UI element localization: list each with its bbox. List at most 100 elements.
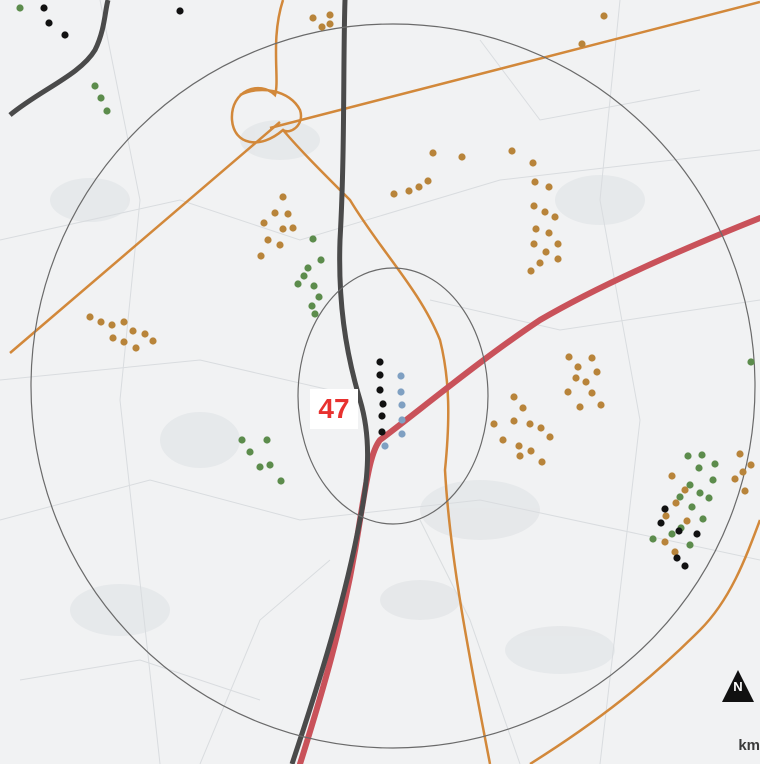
motorway-gray [337, 0, 371, 523]
wind-turbine-marker [176, 7, 184, 15]
wind-turbine-marker [129, 327, 137, 335]
wind-turbine-marker [276, 241, 284, 249]
wind-turbine-marker [747, 461, 755, 469]
wind-turbine-marker [378, 428, 386, 436]
wind-turbine-marker [675, 527, 683, 535]
wind-turbine-marker [684, 452, 692, 460]
wind-turbine-marker [545, 183, 553, 191]
wind-turbine-marker [686, 541, 694, 549]
wind-turbine-marker [294, 280, 302, 288]
wind-turbine-marker [705, 494, 713, 502]
wind-turbine-marker [530, 202, 538, 210]
wind-turbine-marker [91, 82, 99, 90]
wind-turbine-marker [415, 183, 423, 191]
road-diagonal-west [9, 121, 281, 354]
wind-turbine-marker [279, 225, 287, 233]
wind-turbine-marker [526, 420, 534, 428]
secondary-roads [9, 0, 760, 764]
wind-turbine-marker [551, 213, 559, 221]
wind-turbine-marker [318, 23, 326, 31]
wind-turbine-marker [149, 337, 157, 345]
wind-turbine-marker [519, 404, 527, 412]
wind-turbine-marker [739, 468, 747, 476]
wind-turbine-marker [132, 344, 140, 352]
wind-turbine-marker [554, 255, 562, 263]
wind-turbine-marker [376, 386, 384, 394]
wind-turbine-marker [593, 368, 601, 376]
north-label: N [733, 679, 743, 694]
wind-turbine-marker [260, 219, 268, 227]
wind-turbine-marker [536, 259, 544, 267]
wind-turbine-marker [317, 256, 325, 264]
wind-turbine-marker [699, 515, 707, 523]
inner-distance-ring [297, 267, 489, 525]
wind-turbine-marker [398, 401, 406, 409]
wind-turbine-marker [515, 442, 523, 450]
wind-turbine-marker [537, 424, 545, 432]
wind-turbine-marker [668, 530, 676, 538]
road-ring-loop [239, 88, 303, 133]
wind-turbine-marker [736, 450, 744, 458]
wind-turbine-marker [308, 302, 316, 310]
wind-turbine-marker [490, 420, 498, 428]
wind-turbine-marker [574, 363, 582, 371]
wind-turbine-markers [16, 4, 755, 570]
wind-turbine-marker [542, 248, 550, 256]
wind-turbine-marker [398, 416, 406, 424]
wind-turbine-marker [572, 374, 580, 382]
wind-turbine-marker [277, 477, 285, 485]
wind-turbine-marker [263, 436, 271, 444]
road-southeast [529, 519, 760, 764]
wind-turbine-marker [109, 334, 117, 342]
wind-turbine-marker [315, 293, 323, 301]
motorway-northwest [8, 0, 111, 117]
wind-turbine-marker [565, 353, 573, 361]
scale-unit-label: km [738, 737, 760, 754]
outer-distance-ring [30, 23, 756, 749]
wind-turbine-marker [397, 372, 405, 380]
wind-turbine-marker [661, 538, 669, 546]
wind-turbine-marker [424, 177, 432, 185]
wind-turbine-marker [588, 354, 596, 362]
wind-turbine-marker [309, 235, 317, 243]
wind-turbine-marker [141, 330, 149, 338]
wind-turbine-marker [662, 512, 670, 520]
north-arrow-icon: N [721, 668, 755, 704]
wind-turbine-marker [376, 371, 384, 379]
wind-turbine-marker [597, 401, 605, 409]
wind-turbine-marker [310, 282, 318, 290]
wind-turbine-marker [693, 530, 701, 538]
wind-turbine-marker [120, 338, 128, 346]
wind-turbine-marker [309, 14, 317, 22]
wind-turbine-marker [45, 19, 53, 27]
wind-turbine-marker [709, 476, 717, 484]
wind-turbine-marker [671, 548, 679, 556]
wind-turbine-marker [238, 436, 246, 444]
wind-turbine-marker [378, 412, 386, 420]
wind-turbine-marker [256, 463, 264, 471]
wind-turbine-marker [681, 486, 689, 494]
road-north-loop [230, 0, 492, 764]
wind-turbine-marker [731, 475, 739, 483]
wind-turbine-marker [499, 436, 507, 444]
wind-turbine-marker [458, 153, 466, 161]
wind-turbine-marker [527, 267, 535, 275]
wind-turbine-marker [554, 240, 562, 248]
wind-turbine-marker [516, 452, 524, 460]
wind-turbine-marker [405, 187, 413, 195]
highway-red [297, 215, 760, 764]
wind-turbine-marker [564, 388, 572, 396]
wind-turbine-marker [16, 4, 24, 12]
wind-turbine-marker [120, 318, 128, 326]
wind-turbine-marker [657, 519, 665, 527]
wind-turbine-marker [510, 393, 518, 401]
wind-turbine-marker [304, 264, 312, 272]
wind-turbine-marker [538, 458, 546, 466]
wind-turbine-marker [264, 236, 272, 244]
wind-turbine-marker [97, 94, 105, 102]
wind-turbine-marker [376, 358, 384, 366]
wind-turbine-marker [326, 11, 334, 19]
wind-turbine-marker [588, 389, 596, 397]
wind-turbine-marker [695, 464, 703, 472]
